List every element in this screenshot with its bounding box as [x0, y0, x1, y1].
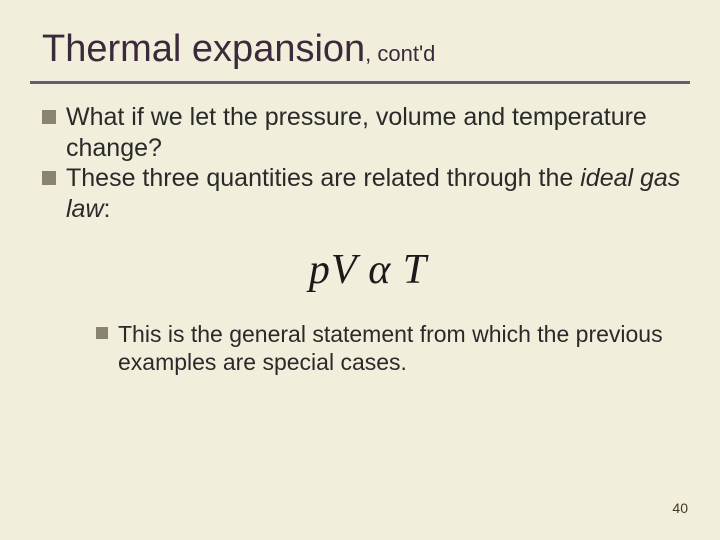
sub-bullet-row: This is the general statement from which…: [96, 320, 694, 376]
equation-V: V: [331, 247, 357, 293]
bullet-square-icon: [42, 171, 56, 185]
bullet-text: These three quantities are related throu…: [66, 163, 694, 224]
slide-body: What if we let the pressure, volume and …: [0, 84, 720, 376]
bullet-row: These three quantities are related throu…: [42, 163, 694, 224]
slide: Thermal expansion, cont'd What if we let…: [0, 0, 720, 540]
sub-bullet-text: This is the general statement from which…: [118, 320, 694, 376]
bullet-square-icon: [42, 110, 56, 124]
colon: :: [104, 195, 111, 223]
slide-title: Thermal expansion: [42, 28, 365, 70]
proportional-symbol: α: [368, 247, 391, 293]
bullet-square-icon: [96, 327, 108, 339]
equation-p: p: [309, 247, 331, 293]
slide-title-sub: , cont'd: [365, 41, 435, 66]
bullet-text: What if we let the pressure, volume and …: [66, 102, 694, 163]
bullet-row: What if we let the pressure, volume and …: [42, 102, 694, 163]
title-wrap: Thermal expansion, cont'd: [0, 0, 720, 75]
page-number: 40: [672, 500, 688, 516]
equation-T: T: [403, 247, 427, 293]
bullet-text-lead: These three quantities are related throu…: [66, 164, 580, 192]
equation: pV α T: [42, 246, 694, 294]
